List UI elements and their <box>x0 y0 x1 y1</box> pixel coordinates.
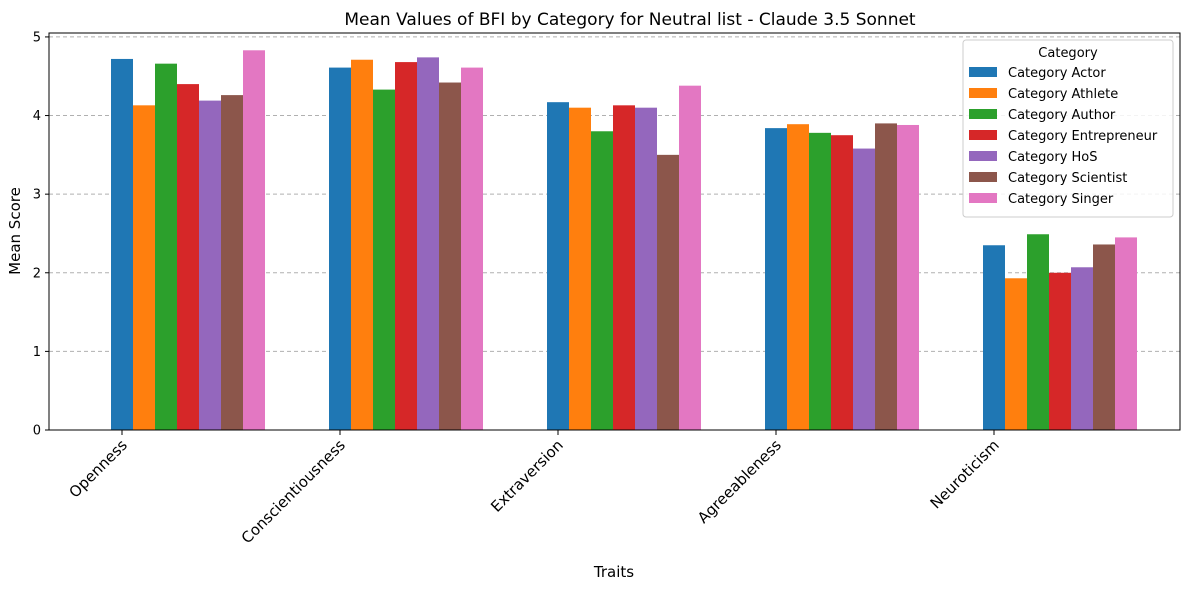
bar-openness-category-hos <box>199 100 221 431</box>
bar-extraversion-category-actor <box>547 102 569 430</box>
bar-openness-category-author <box>155 63 177 431</box>
bar-openness-category-scientist <box>221 95 243 430</box>
bar-conscientiousness-category-entrepreneur <box>395 62 417 430</box>
bar-openness-category-actor <box>111 58 133 431</box>
bar-agreeableness-category-actor <box>765 128 787 430</box>
bar-conscientiousness-category-scientist <box>439 82 461 430</box>
x-axis: Openness Conscientiousness Extraversion Agr… <box>65 430 1003 547</box>
legend-swatch <box>969 88 997 98</box>
bar-agreeableness-category-scientist <box>875 123 897 430</box>
legend-entry: Category HoS <box>1008 150 1098 165</box>
y-tick-label: 2 <box>33 266 41 281</box>
legend-swatch <box>969 193 997 203</box>
bar-conscientiousness-category-actor <box>329 67 351 431</box>
y-tick-label: 1 <box>33 345 41 360</box>
legend-swatch <box>969 67 997 77</box>
bar-neuroticism-category-hos <box>1071 267 1093 430</box>
bar-conscientiousness-category-athlete <box>351 59 373 431</box>
legend-swatch <box>969 151 997 161</box>
bars <box>111 50 1137 431</box>
bar-conscientiousness-category-author <box>373 89 395 430</box>
legend-entry: Category Author <box>1008 108 1116 123</box>
x-tick-label: Neuroticism <box>927 436 1003 512</box>
bar-neuroticism-category-actor <box>983 245 1005 430</box>
bar-agreeableness-category-entrepreneur <box>831 135 853 431</box>
legend-entry: Category Actor <box>1008 66 1106 81</box>
bar-openness-category-athlete <box>133 105 155 430</box>
bar-agreeableness-category-singer <box>897 124 919 431</box>
bar-extraversion-category-scientist <box>657 154 679 430</box>
legend-swatch <box>969 172 997 182</box>
legend-title: Category <box>1038 46 1098 61</box>
x-tick-label: Agreeableness <box>694 436 785 527</box>
bar-neuroticism-category-entrepreneur <box>1049 272 1071 430</box>
legend-entry: Category Scientist <box>1008 171 1127 186</box>
y-tick-label: 3 <box>33 188 41 203</box>
bar-agreeableness-category-hos <box>853 148 875 430</box>
legend-swatch <box>969 109 997 119</box>
plot-frame <box>48 32 1181 431</box>
bar-conscientiousness-category-singer <box>461 67 483 431</box>
bar-extraversion-category-singer <box>679 85 701 430</box>
x-axis-label: Traits <box>593 563 634 581</box>
legend-entry: Category Entrepreneur <box>1008 129 1158 144</box>
bar-openness-category-entrepreneur <box>177 84 199 431</box>
bar-neuroticism-category-singer <box>1115 237 1137 430</box>
bar-agreeableness-category-athlete <box>787 124 809 430</box>
bar-conscientiousness-category-hos <box>417 57 439 430</box>
bar-neuroticism-category-author <box>1027 234 1049 430</box>
y-axis: 0 1 2 3 4 5 <box>33 30 49 439</box>
bar-extraversion-category-author <box>591 131 613 430</box>
y-tick-label: 4 <box>33 109 41 124</box>
y-axis-label: Mean Score <box>6 187 24 275</box>
legend-entry: Category Singer <box>1008 192 1114 207</box>
legend-entry: Category Athlete <box>1008 87 1118 102</box>
bar-openness-category-singer <box>243 50 265 431</box>
x-tick-label: Openness <box>65 436 130 501</box>
legend: Category Category Actor Category Athlete Ca… <box>962 39 1174 218</box>
legend-box <box>962 39 1174 218</box>
x-tick-label: Conscientiousness <box>238 436 349 547</box>
bar-extraversion-category-athlete <box>569 107 591 430</box>
bar-agreeableness-category-author <box>809 132 831 430</box>
bar-extraversion-category-hos <box>635 107 657 430</box>
bar-extraversion-category-entrepreneur <box>613 105 635 430</box>
legend-swatch <box>969 130 997 140</box>
y-tick-label: 0 <box>33 424 41 439</box>
bar-neuroticism-category-athlete <box>1005 278 1027 430</box>
y-tick-label: 5 <box>33 30 41 45</box>
x-tick-label: Extraversion <box>487 436 567 516</box>
bar-neuroticism-category-scientist <box>1093 244 1115 430</box>
chart-title: Mean Values of BFI by Category for Neutr… <box>344 10 916 30</box>
